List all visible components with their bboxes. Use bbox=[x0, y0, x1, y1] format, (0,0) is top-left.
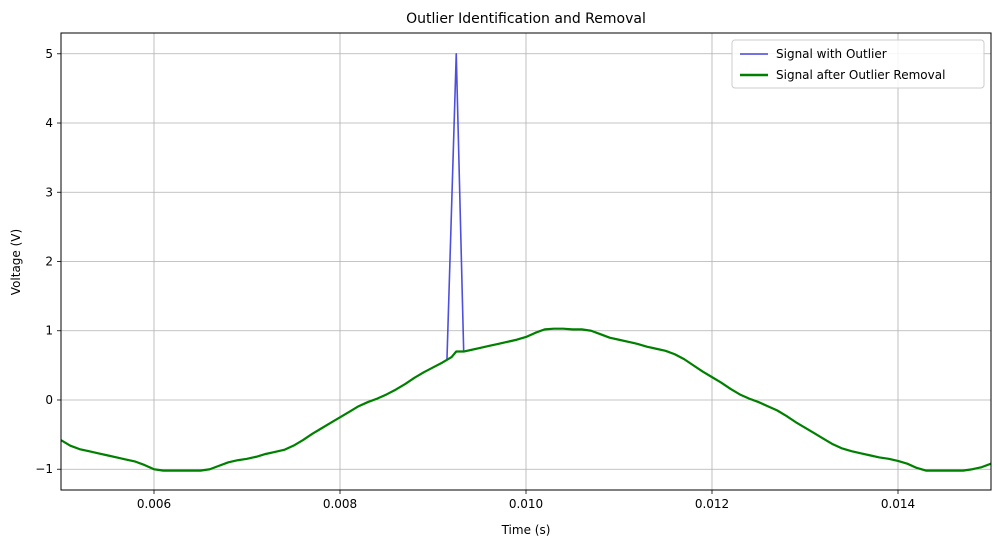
x-tick-label: 0.010 bbox=[509, 497, 543, 511]
legend: Signal with Outlier Signal after Outlier… bbox=[731, 39, 985, 89]
series-lines bbox=[61, 52, 991, 472]
x-tick-label: 0.008 bbox=[323, 497, 357, 511]
y-tick-label: 2 bbox=[45, 255, 53, 269]
x-tick-label: 0.006 bbox=[137, 497, 171, 511]
chart-title: Outlier Identification and Removal bbox=[406, 11, 646, 27]
y-tick-label: 1 bbox=[45, 324, 53, 338]
x-axis-label: Time (s) bbox=[501, 523, 551, 537]
y-axis-label: Voltage (V) bbox=[9, 229, 23, 295]
legend-box bbox=[731, 39, 985, 89]
x-tick-label: 0.014 bbox=[881, 497, 915, 511]
x-tick-label: 0.012 bbox=[695, 497, 729, 511]
y-tick-label: 3 bbox=[45, 185, 53, 199]
grid-lines bbox=[61, 33, 991, 490]
legend-label-outlier: Signal with Outlier bbox=[776, 47, 887, 61]
axis-ticks: 0.006 0.008 0.010 0.012 0.014 −1 0 1 2 3 4 5 bbox=[35, 47, 915, 511]
series-line-outlier bbox=[446, 52, 465, 360]
legend-label-removed: Signal after Outlier Removal bbox=[776, 68, 945, 82]
y-tick-label: −1 bbox=[35, 462, 53, 476]
series-line-removed bbox=[61, 327, 991, 472]
y-tick-label: 0 bbox=[45, 393, 53, 407]
y-tick-label: 4 bbox=[45, 116, 53, 130]
y-tick-label: 5 bbox=[45, 47, 53, 61]
